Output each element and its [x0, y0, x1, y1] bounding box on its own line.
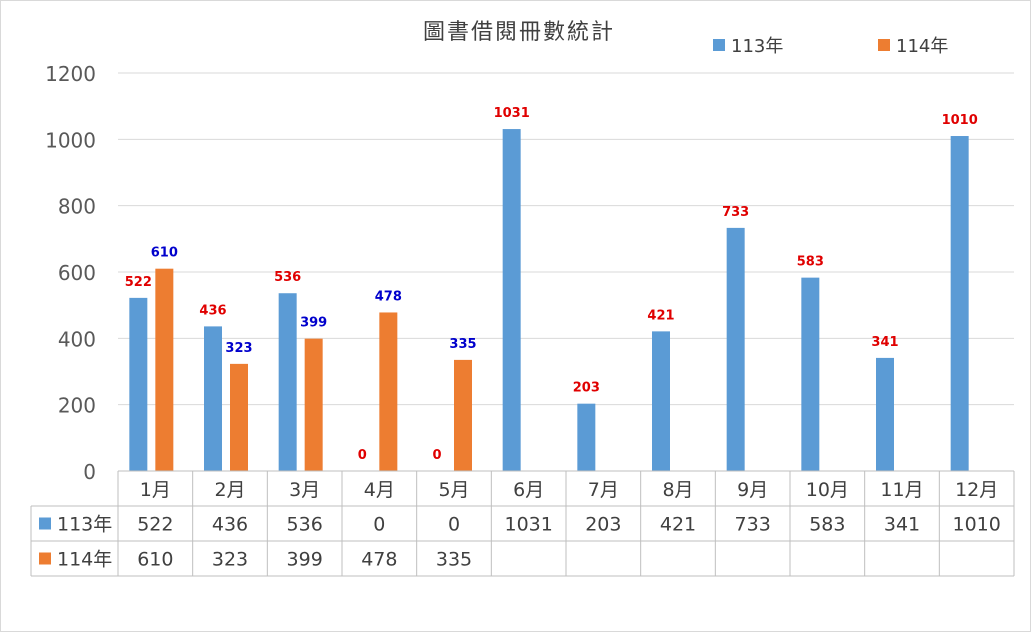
data-label: 478 — [375, 289, 402, 304]
data-label: 323 — [225, 341, 252, 356]
table-cell: 1010 — [952, 514, 1000, 536]
data-label: 335 — [449, 337, 476, 352]
table-legend-swatch — [39, 552, 51, 565]
table-cell: 203 — [585, 514, 621, 536]
table-cell: 436 — [212, 514, 248, 536]
table-cell: 583 — [809, 514, 845, 536]
data-label: 421 — [647, 308, 674, 323]
bar — [278, 293, 297, 471]
table-legend-swatch — [39, 517, 51, 530]
data-labels: 522 436 536 0 0 1031 203 421 733 583 341 1010 610 323… — [125, 106, 978, 463]
bars — [129, 129, 969, 471]
data-label: 399 — [300, 316, 327, 331]
table-cell: 341 — [884, 514, 920, 536]
table-cell: 536 — [287, 514, 323, 536]
x-tick-label: 2月 — [214, 479, 245, 501]
data-label: 203 — [573, 381, 600, 396]
data-label: 536 — [274, 270, 301, 285]
legend-label: 113年 — [731, 36, 783, 57]
bar — [230, 363, 248, 471]
bar — [801, 277, 820, 471]
gridlines — [118, 72, 1014, 406]
x-tick-label: 3月 — [289, 479, 320, 501]
data-label: 0 — [432, 448, 441, 463]
x-tick-label: 6月 — [513, 479, 544, 501]
x-tick-label: 7月 — [588, 479, 619, 501]
legend-swatch — [713, 39, 725, 51]
x-tick-label: 5月 — [438, 479, 469, 501]
table-cell: 335 — [436, 549, 472, 571]
data-label: 1031 — [494, 106, 530, 121]
table-cell: 478 — [361, 549, 397, 571]
bar — [155, 268, 174, 471]
y-tick-label: 600 — [58, 261, 96, 285]
table-cell: 610 — [137, 549, 173, 571]
table-cell: 421 — [660, 514, 696, 536]
x-tick-label: 11月 — [880, 479, 923, 501]
data-table: 1月 2月 3月 4月 5月 6月 7月 8月 9月 10月 11月 12月 113年 522 436 536… — [30, 470, 1015, 577]
x-tick-label: 10月 — [806, 479, 849, 501]
y-tick-label: 200 — [58, 394, 96, 418]
x-tick-label: 8月 — [662, 479, 693, 501]
bar — [652, 331, 670, 471]
table-cell: 399 — [287, 549, 323, 571]
data-label: 522 — [125, 275, 152, 290]
legend-label: 114年 — [896, 36, 948, 57]
x-tick-label: 4月 — [364, 479, 395, 501]
x-tick-label: 1月 — [140, 479, 171, 501]
table-series-name: 114年 — [57, 549, 112, 571]
data-label: 1010 — [942, 113, 978, 128]
data-label: 0 — [358, 448, 367, 463]
table-cell: 0 — [373, 514, 385, 536]
bar — [876, 357, 894, 471]
bar — [950, 136, 969, 471]
data-label: 436 — [199, 303, 226, 318]
data-label: 583 — [797, 255, 824, 270]
bar — [304, 338, 323, 471]
x-tick-label: 9月 — [737, 479, 768, 501]
table-cell: 733 — [735, 514, 771, 536]
bar — [577, 403, 596, 471]
legend: 113年 114年 — [713, 36, 948, 57]
table-cell: 1031 — [504, 514, 552, 536]
bar — [454, 359, 472, 471]
bar — [502, 129, 521, 471]
bar — [204, 326, 222, 471]
y-tick-label: 800 — [58, 195, 96, 219]
bar — [129, 297, 148, 471]
y-axis-ticks: 0 200 400 600 800 1000 1200 — [45, 62, 96, 484]
y-tick-label: 1000 — [45, 128, 96, 152]
chart-title: 圖書借閱冊數統計 — [423, 20, 615, 45]
table-series-name: 113年 — [57, 514, 112, 536]
x-tick-label: 12月 — [955, 479, 998, 501]
table-cell: 522 — [137, 514, 173, 536]
bar — [379, 312, 398, 471]
table-cell: 0 — [448, 514, 460, 536]
legend-swatch — [878, 39, 890, 51]
y-tick-label: 400 — [58, 327, 96, 351]
data-label: 610 — [151, 246, 178, 261]
y-tick-label: 0 — [83, 460, 96, 484]
data-label: 341 — [871, 335, 898, 350]
y-tick-label: 1200 — [45, 62, 96, 86]
table-cell: 323 — [212, 549, 248, 571]
data-label: 733 — [722, 205, 749, 220]
bar — [726, 227, 745, 471]
